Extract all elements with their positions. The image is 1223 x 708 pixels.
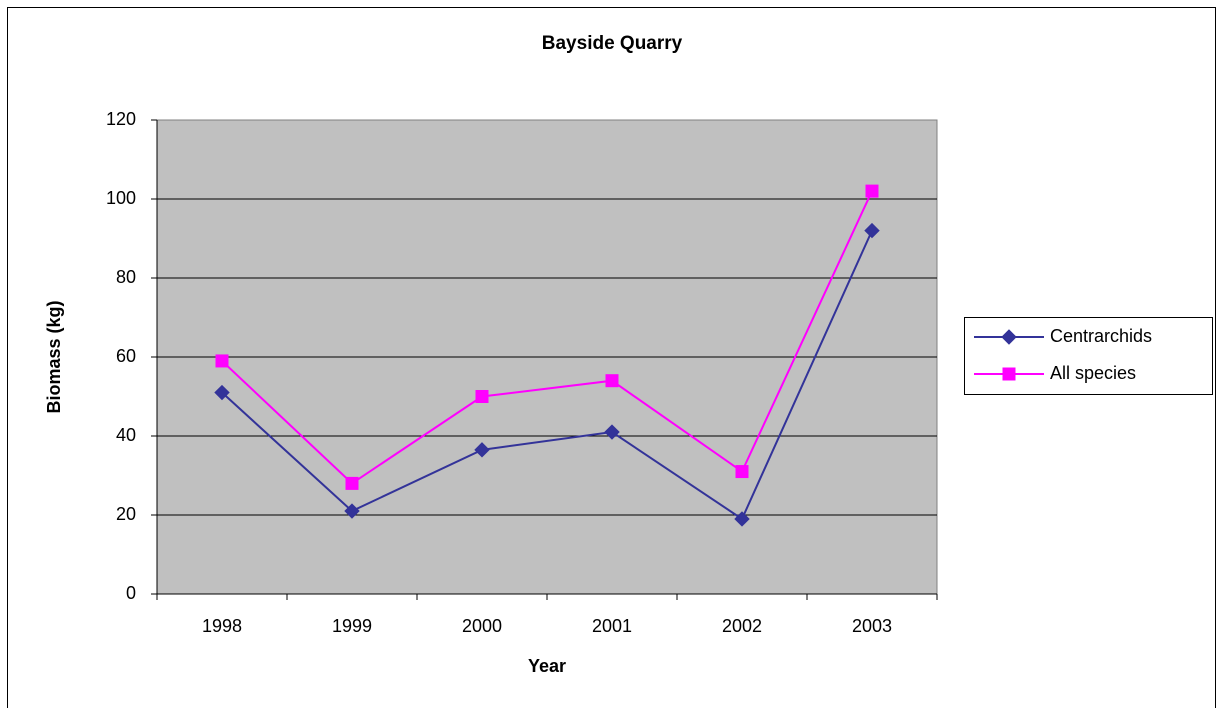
marker xyxy=(474,442,490,458)
marker xyxy=(345,476,359,490)
chart-title: Bayside Quarry xyxy=(542,33,683,54)
x-tick-label: 1998 xyxy=(202,616,242,636)
x-tick-label: 1999 xyxy=(332,616,372,636)
marker xyxy=(344,503,360,519)
y-tick-label: 100 xyxy=(106,188,136,208)
marker xyxy=(475,390,489,403)
marker xyxy=(214,384,230,401)
marker xyxy=(864,222,880,239)
marker xyxy=(734,511,750,527)
y-tick-label: 0 xyxy=(126,583,136,603)
y-axis-label: Biomass (kg) xyxy=(44,300,64,413)
marker xyxy=(1002,367,1016,381)
x-tick-label: 2002 xyxy=(722,616,762,636)
series-line xyxy=(221,230,873,521)
series-line xyxy=(221,190,873,485)
x-tick-label: 2001 xyxy=(592,616,632,636)
legend-label: All species xyxy=(1050,363,1136,383)
y-tick-label: 20 xyxy=(116,504,136,524)
x-tick-label: 2003 xyxy=(852,616,892,636)
y-tick-label: 120 xyxy=(106,109,136,129)
marker xyxy=(735,465,749,479)
legend xyxy=(964,317,1213,395)
x-axis-label: Year xyxy=(528,656,566,676)
x-tick-label: 2000 xyxy=(462,616,502,636)
marker xyxy=(605,374,619,388)
marker xyxy=(1001,329,1017,345)
marker xyxy=(604,424,620,440)
y-tick-label: 40 xyxy=(116,425,136,445)
marker xyxy=(865,184,879,198)
y-tick-label: 80 xyxy=(116,267,136,287)
marker xyxy=(215,354,229,368)
legend-label: Centrarchids xyxy=(1050,326,1152,346)
y-tick-label: 60 xyxy=(116,346,136,366)
